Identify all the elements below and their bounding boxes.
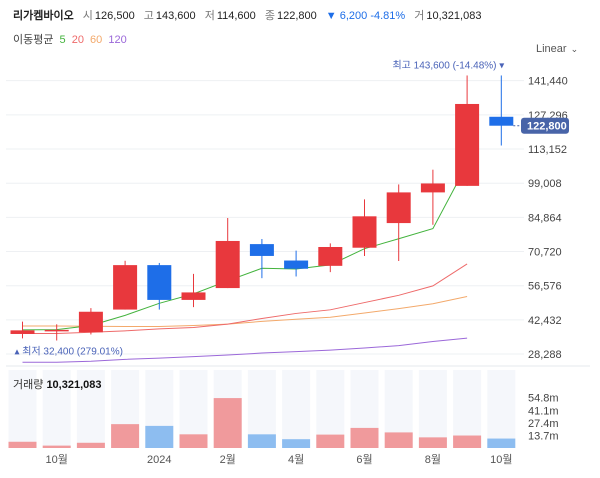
- volume-bar: [213, 398, 242, 448]
- volume-bar: [145, 425, 174, 448]
- scale-dropdown[interactable]: Linear ⌄: [536, 43, 578, 55]
- x-tick-label: 2024: [147, 454, 171, 466]
- close-label: 종: [264, 10, 275, 22]
- price-tick-label: 113,152: [528, 144, 567, 156]
- volume-column-bg: [487, 370, 516, 448]
- low-value: 114,600: [216, 10, 256, 22]
- candle-body: [352, 216, 377, 248]
- volume-column-bg: [76, 370, 105, 448]
- volume-tick-label: 41.1m: [528, 405, 559, 417]
- chevron-down-icon: ⌄: [570, 44, 579, 54]
- candle-body: [489, 116, 514, 126]
- volume-value: 10,321,083: [426, 10, 482, 22]
- x-tick-label: 10월: [490, 453, 512, 466]
- candle-body: [455, 103, 480, 186]
- volume-bar: [384, 432, 413, 448]
- volume-bar: [453, 435, 482, 448]
- candle-body: [113, 265, 138, 310]
- moving-average-legend[interactable]: 이동평균 5 20 60 120: [13, 31, 130, 47]
- volume-tick-label: 54.8m: [528, 393, 559, 405]
- volume-column-bg: [453, 370, 482, 448]
- price-tick-label: 56,576: [528, 281, 562, 293]
- volume-bar: [282, 439, 311, 448]
- volume-bar: [76, 442, 105, 448]
- low-label: 저: [204, 10, 215, 22]
- high-value: 143,600: [155, 10, 196, 22]
- volume-bar: [111, 424, 140, 448]
- volume-column-bg: [282, 370, 311, 448]
- volume-title: 거래량 10,321,083: [13, 376, 102, 392]
- volume-title-label: 거래량: [13, 379, 44, 391]
- volume-column-bg: [8, 370, 37, 448]
- volume-column-bg: [418, 370, 447, 448]
- volume-bar: [350, 427, 379, 448]
- price-tick-label: 28,288: [528, 349, 562, 361]
- price-tick-label: 99,008: [528, 178, 562, 190]
- ma-legend-label: 이동평균: [13, 34, 54, 46]
- price-tick-label: 70,720: [528, 247, 562, 259]
- volume-bar: [487, 438, 516, 448]
- x-tick-label: 10월: [46, 453, 68, 466]
- candle-body: [284, 260, 309, 269]
- ma5-line: [22, 164, 468, 331]
- volume-bar: [42, 445, 71, 448]
- volume-bar: [316, 434, 345, 448]
- candle-body: [147, 265, 172, 300]
- stock-name: 리가켐바이오: [13, 10, 74, 22]
- volume-bar: [8, 441, 37, 448]
- ma120-legend[interactable]: 120: [108, 34, 127, 46]
- price-tick-label: 141,440: [528, 76, 568, 88]
- candle-body: [215, 240, 240, 289]
- change-percent: -4.81%: [370, 10, 406, 22]
- price-tick-label: 42,432: [528, 315, 562, 327]
- low-annotation: ▴ 최저 32,400 (279.01%): [14, 345, 122, 357]
- high-annotation: 최고 143,600 (-14.48%) ▾: [392, 59, 504, 71]
- close-value: 122,800: [276, 10, 317, 22]
- last-price-label: 122,800: [527, 121, 567, 133]
- change-value: ▼ 6,200: [325, 10, 368, 22]
- candle-body: [386, 192, 411, 224]
- price-tick-label: 84,864: [528, 212, 562, 224]
- volume-label: 거: [414, 10, 425, 22]
- volume-title-value: 10,321,083: [46, 379, 102, 391]
- ma60-legend[interactable]: 60: [90, 34, 103, 46]
- candle-body: [10, 330, 35, 334]
- volume-tick-label: 27.4m: [528, 418, 559, 430]
- candle-body: [249, 244, 274, 256]
- x-tick-label: 2월: [220, 453, 236, 466]
- x-tick-label: 4월: [288, 453, 304, 466]
- ma120-line: [22, 337, 468, 363]
- candle-body: [78, 311, 103, 333]
- ma5-legend[interactable]: 5: [59, 34, 66, 46]
- quote-header: 리가켐바이오 시 126,500 고 143,600 저 114,600 종 122,8…: [13, 7, 487, 23]
- volume-tick-label: 13.7m: [528, 430, 559, 442]
- last-price-badge: [521, 117, 569, 134]
- ma20-legend[interactable]: 20: [71, 34, 84, 46]
- candle-body: [181, 292, 206, 300]
- volume-bar: [179, 434, 208, 448]
- open-value: 126,500: [94, 10, 135, 22]
- candle-body: [420, 183, 445, 193]
- high-label: 고: [143, 10, 154, 22]
- volume-column-bg: [42, 370, 71, 448]
- volume-bar: [247, 434, 276, 448]
- volume-bar: [418, 437, 447, 448]
- scale-mode-label: Linear: [536, 43, 567, 55]
- candle-body: [318, 246, 343, 266]
- x-tick-label: 6월: [356, 453, 372, 466]
- candle-body: [44, 329, 69, 332]
- open-label: 시: [82, 10, 93, 22]
- x-tick-label: 8월: [425, 453, 441, 466]
